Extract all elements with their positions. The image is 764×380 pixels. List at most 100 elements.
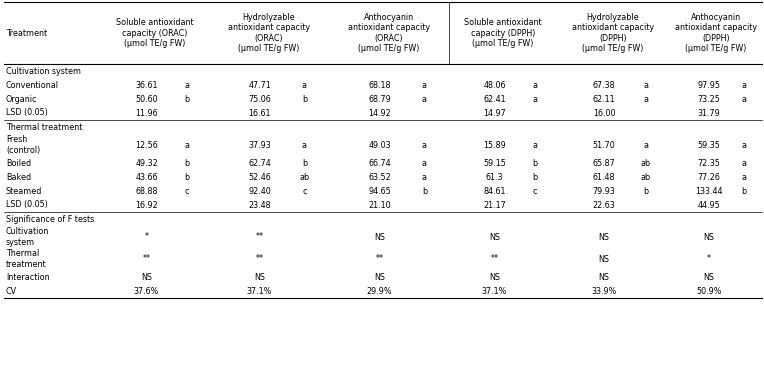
Text: 50.9%: 50.9% [696, 287, 721, 296]
Text: 16.61: 16.61 [248, 109, 270, 117]
Text: NS: NS [599, 255, 610, 263]
Text: NS: NS [703, 233, 714, 242]
Text: 47.71: 47.71 [248, 81, 271, 90]
Text: 62.41: 62.41 [483, 95, 506, 103]
Text: b: b [184, 173, 189, 182]
Text: NS: NS [374, 272, 385, 282]
Text: 84.61: 84.61 [484, 187, 506, 195]
Text: Soluble antioxidant
capacity (ORAC)
(μmol TE/g FW): Soluble antioxidant capacity (ORAC) (μmo… [116, 18, 194, 48]
Text: NS: NS [254, 272, 265, 282]
Text: 49.32: 49.32 [135, 158, 158, 168]
Text: LSD (0.05): LSD (0.05) [6, 109, 48, 117]
Text: a: a [741, 141, 746, 149]
Text: **: ** [376, 255, 384, 263]
Text: Treatment: Treatment [6, 28, 47, 38]
Text: 79.93: 79.93 [593, 187, 616, 195]
Text: 48.06: 48.06 [484, 81, 506, 90]
Text: 14.92: 14.92 [368, 109, 391, 117]
Text: 44.95: 44.95 [698, 201, 720, 209]
Text: a: a [302, 141, 307, 149]
Text: 16.92: 16.92 [135, 201, 158, 209]
Text: ab: ab [641, 173, 651, 182]
Text: 67.38: 67.38 [593, 81, 616, 90]
Text: CV: CV [6, 287, 17, 296]
Text: 12.56: 12.56 [135, 141, 158, 149]
Text: c: c [302, 187, 306, 195]
Text: 36.61: 36.61 [135, 81, 158, 90]
Text: 50.60: 50.60 [135, 95, 158, 103]
Text: b: b [643, 187, 649, 195]
Text: Boiled: Boiled [6, 158, 31, 168]
Text: c: c [533, 187, 537, 195]
Text: ab: ab [299, 173, 309, 182]
Text: NS: NS [489, 233, 500, 242]
Text: Fresh
(control): Fresh (control) [6, 135, 40, 155]
Text: 75.06: 75.06 [248, 95, 271, 103]
Text: b: b [184, 158, 189, 168]
Text: 68.88: 68.88 [135, 187, 158, 195]
Text: a: a [643, 95, 649, 103]
Text: 22.63: 22.63 [593, 201, 616, 209]
Text: a: a [184, 141, 189, 149]
Text: Thermal
treatment: Thermal treatment [6, 249, 47, 269]
Text: Anthocyanin
antioxidant capacity
(DPPH)
(μmol TE/g FW): Anthocyanin antioxidant capacity (DPPH) … [675, 13, 757, 53]
Text: a: a [741, 95, 746, 103]
Text: NS: NS [489, 272, 500, 282]
Text: Interaction: Interaction [6, 272, 50, 282]
Text: 43.66: 43.66 [135, 173, 158, 182]
Text: 92.40: 92.40 [248, 187, 271, 195]
Text: 49.03: 49.03 [368, 141, 391, 149]
Text: **: ** [256, 255, 264, 263]
Text: 23.48: 23.48 [248, 201, 271, 209]
Text: b: b [741, 187, 746, 195]
Text: NS: NS [374, 233, 385, 242]
Text: a: a [533, 141, 537, 149]
Text: a: a [741, 158, 746, 168]
Text: a: a [741, 81, 746, 90]
Text: a: a [533, 95, 537, 103]
Text: 77.26: 77.26 [698, 173, 720, 182]
Text: Hydrolyzable
antioxidant capacity
(ORAC)
(μmol TE/g FW): Hydrolyzable antioxidant capacity (ORAC)… [228, 13, 310, 53]
Text: 97.95: 97.95 [697, 81, 720, 90]
Text: b: b [422, 187, 427, 195]
Text: a: a [422, 141, 427, 149]
Text: 31.79: 31.79 [698, 109, 720, 117]
Text: b: b [302, 95, 307, 103]
Text: *: * [707, 255, 711, 263]
Text: 14.97: 14.97 [483, 109, 506, 117]
Text: 51.70: 51.70 [593, 141, 616, 149]
Text: 133.44: 133.44 [695, 187, 723, 195]
Text: 63.52: 63.52 [368, 173, 391, 182]
Text: b: b [533, 173, 537, 182]
Text: 37.6%: 37.6% [134, 287, 159, 296]
Text: 65.87: 65.87 [593, 158, 616, 168]
Text: a: a [422, 95, 427, 103]
Text: a: a [643, 81, 649, 90]
Text: 21.17: 21.17 [483, 201, 506, 209]
Text: 37.1%: 37.1% [482, 287, 507, 296]
Text: Soluble antioxidant
capacity (DPPH)
(μmol TE/g FW): Soluble antioxidant capacity (DPPH) (μmo… [465, 18, 542, 48]
Text: 59.15: 59.15 [483, 158, 506, 168]
Text: NS: NS [703, 272, 714, 282]
Text: 52.46: 52.46 [248, 173, 271, 182]
Text: 16.00: 16.00 [593, 109, 616, 117]
Text: 29.9%: 29.9% [367, 287, 393, 296]
Text: Steamed: Steamed [6, 187, 42, 195]
Text: LSD (0.05): LSD (0.05) [6, 201, 48, 209]
Text: 59.35: 59.35 [698, 141, 720, 149]
Text: 68.18: 68.18 [368, 81, 391, 90]
Text: 61.3: 61.3 [486, 173, 503, 182]
Text: 94.65: 94.65 [368, 187, 391, 195]
Text: Cultivation system: Cultivation system [6, 66, 81, 76]
Text: a: a [741, 173, 746, 182]
Text: 37.1%: 37.1% [247, 287, 272, 296]
Text: 73.25: 73.25 [698, 95, 720, 103]
Text: 72.35: 72.35 [698, 158, 720, 168]
Text: a: a [643, 141, 649, 149]
Text: Baked: Baked [6, 173, 31, 182]
Text: a: a [422, 81, 427, 90]
Text: Organic: Organic [6, 95, 37, 103]
Text: Anthocyanin
antioxidant capacity
(ORAC)
(μmol TE/g FW): Anthocyanin antioxidant capacity (ORAC) … [348, 13, 430, 53]
Text: Thermal treatment: Thermal treatment [6, 122, 83, 131]
Text: a: a [184, 81, 189, 90]
